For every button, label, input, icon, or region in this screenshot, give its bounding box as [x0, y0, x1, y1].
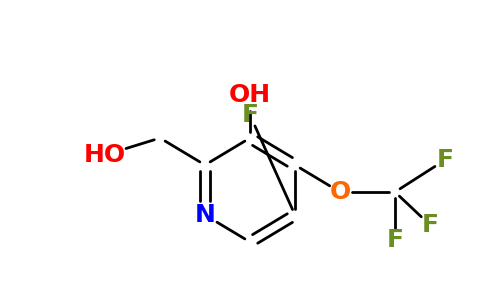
Text: N: N — [195, 203, 215, 227]
Text: F: F — [387, 228, 404, 252]
Text: HO: HO — [84, 143, 126, 167]
Text: O: O — [330, 180, 350, 204]
Text: F: F — [242, 103, 258, 127]
Text: F: F — [422, 213, 439, 237]
Text: F: F — [437, 148, 454, 172]
Text: OH: OH — [229, 83, 271, 107]
